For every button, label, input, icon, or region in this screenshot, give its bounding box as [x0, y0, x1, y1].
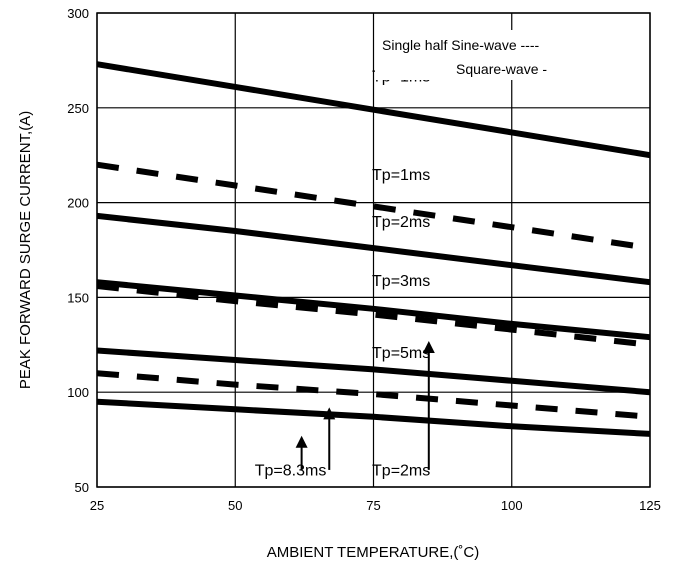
- pulse-width-label: Tp=3ms: [372, 273, 430, 290]
- y-tick-label: 300: [67, 6, 89, 21]
- annotation-arrow-head: [323, 407, 336, 420]
- x-axis-title: AMBIENT TEMPERATURE,(˚C): [267, 544, 480, 561]
- y-tick-label: 200: [67, 196, 89, 211]
- y-tick-label: 250: [67, 101, 89, 116]
- x-tick-label: 125: [639, 498, 661, 513]
- legend-box: [375, 30, 587, 80]
- pulse-width-label: Tp=2ms: [372, 214, 430, 231]
- legend-entry-sine: Single half Sine-wave ----: [382, 37, 540, 53]
- pulse-width-label: Tp=1ms: [372, 167, 430, 184]
- x-tick-label: 75: [366, 498, 380, 513]
- sine-wave-series-line: [96, 161, 651, 252]
- y-axis-title: PEAK FORWARD SURGE CURRENT,(A): [17, 111, 34, 389]
- legend-entry-square: Square-wave -: [456, 61, 547, 77]
- y-tick-label: 150: [67, 290, 89, 305]
- square-wave-series-line: [96, 279, 651, 341]
- sine-wave-series-line: [96, 283, 651, 348]
- annotation-layer: Tp=1msTp=1msTp=2msTp=3msTp=5msTp=8.3msTp…: [255, 68, 431, 479]
- square-wave-series-line: [96, 347, 651, 396]
- pulse-width-label: Tp=2ms: [372, 463, 430, 480]
- square-wave-series-line: [96, 212, 651, 286]
- sine-wave-series-line: [96, 370, 651, 420]
- pulse-width-label: Tp=5ms: [372, 345, 430, 362]
- x-tick-label: 100: [501, 498, 523, 513]
- series-layer: [96, 61, 651, 437]
- y-tick-label: 100: [67, 385, 89, 400]
- annotation-arrow-head: [295, 435, 308, 448]
- annotation-arrow-head: [422, 341, 435, 354]
- square-wave-series-line: [96, 398, 651, 437]
- square-wave-series-line: [96, 61, 651, 159]
- pulse-width-label: Tp=8.3ms: [255, 463, 327, 480]
- arrow-layer: [295, 341, 435, 470]
- legend: Single half Sine-wave ---- Square-wave -: [375, 30, 587, 80]
- y-tick-label: 50: [75, 480, 89, 495]
- x-tick-label: 25: [90, 498, 104, 513]
- x-tick-label: 50: [228, 498, 242, 513]
